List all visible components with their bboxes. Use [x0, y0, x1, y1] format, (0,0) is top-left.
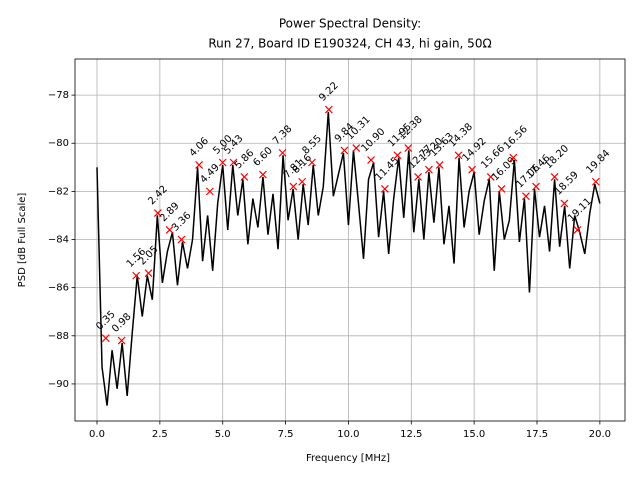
peak-marker [560, 199, 569, 208]
y-tick-label: −90 [48, 379, 69, 390]
x-axis-label: Frequency [MHz] [306, 453, 390, 464]
peak-marker [497, 185, 506, 193]
x-tick-label: 20.0 [589, 429, 611, 440]
y-axis-label: PSD [dB Full Scale] [17, 193, 28, 288]
peak-marker [259, 170, 267, 179]
y-tick-label: −80 [48, 138, 69, 149]
y-tick-label: −84 [48, 235, 69, 246]
peak-marker [468, 165, 477, 174]
peak-marker [229, 158, 238, 167]
peak-marker [324, 105, 333, 114]
psd-line [96, 111, 601, 406]
peak-label: 9.22 [317, 80, 341, 104]
peak-marker [414, 173, 422, 181]
peak-label: 4.06 [188, 136, 212, 160]
peak-marker [454, 151, 463, 160]
peak-marker [486, 173, 495, 181]
peak-marker [393, 151, 402, 160]
x-tick-label: 12.5 [400, 429, 422, 440]
peak-marker [144, 269, 153, 278]
peak-marker [435, 160, 444, 169]
peak-marker [101, 334, 110, 343]
x-tick-label: 17.5 [526, 429, 548, 440]
peak-marker [367, 156, 375, 165]
x-tick-label: 5.0 [215, 429, 231, 440]
plot-frame [74, 58, 626, 422]
peak-marker [380, 185, 389, 193]
x-tick-label: 15.0 [463, 429, 485, 440]
peak-marker [550, 173, 559, 181]
y-tick-label: −88 [48, 331, 69, 342]
y-tick-label: −78 [48, 90, 69, 101]
peak-marker [298, 177, 307, 186]
chart-title: Power Spectral Density: [279, 17, 421, 31]
peak-marker [522, 192, 530, 201]
peak-label: 16.56 [502, 124, 530, 152]
y-tick-label: −86 [48, 283, 69, 294]
peak-marker [240, 173, 249, 181]
peak-marker [424, 165, 433, 174]
peak-marker [278, 148, 287, 157]
peak-marker [153, 209, 162, 217]
peak-marker [289, 182, 298, 191]
peak-marker [218, 158, 227, 167]
peak-marker [340, 146, 349, 155]
peak-marker [132, 271, 141, 280]
peak-label: 4.49 [198, 162, 222, 186]
peak-marker [308, 158, 316, 167]
peak-marker [195, 160, 204, 169]
peak-marker [205, 187, 214, 196]
peak-marker [177, 235, 186, 244]
x-tick-label: 7.5 [278, 429, 294, 440]
peak-marker [117, 336, 126, 345]
x-tick-label: 2.5 [152, 429, 168, 440]
peak-marker [573, 225, 582, 234]
peak-label: 6.60 [251, 145, 275, 169]
peak-label: 8.55 [300, 133, 324, 157]
peak-label: 19.84 [584, 148, 612, 176]
y-tick-label: −82 [48, 186, 69, 197]
peak-marker [352, 144, 361, 152]
peak-marker [165, 225, 174, 234]
peak-marker [404, 144, 413, 152]
x-tick-label: 10.0 [337, 429, 359, 440]
peak-marker [509, 153, 518, 162]
peak-marker [591, 177, 600, 186]
peak-label: 2.42 [146, 184, 170, 208]
x-tick-label: 0.0 [89, 429, 105, 440]
peak-marker [532, 182, 540, 191]
chart-subtitle: Run 27, Board ID E190324, CH 43, hi gain… [208, 37, 491, 51]
